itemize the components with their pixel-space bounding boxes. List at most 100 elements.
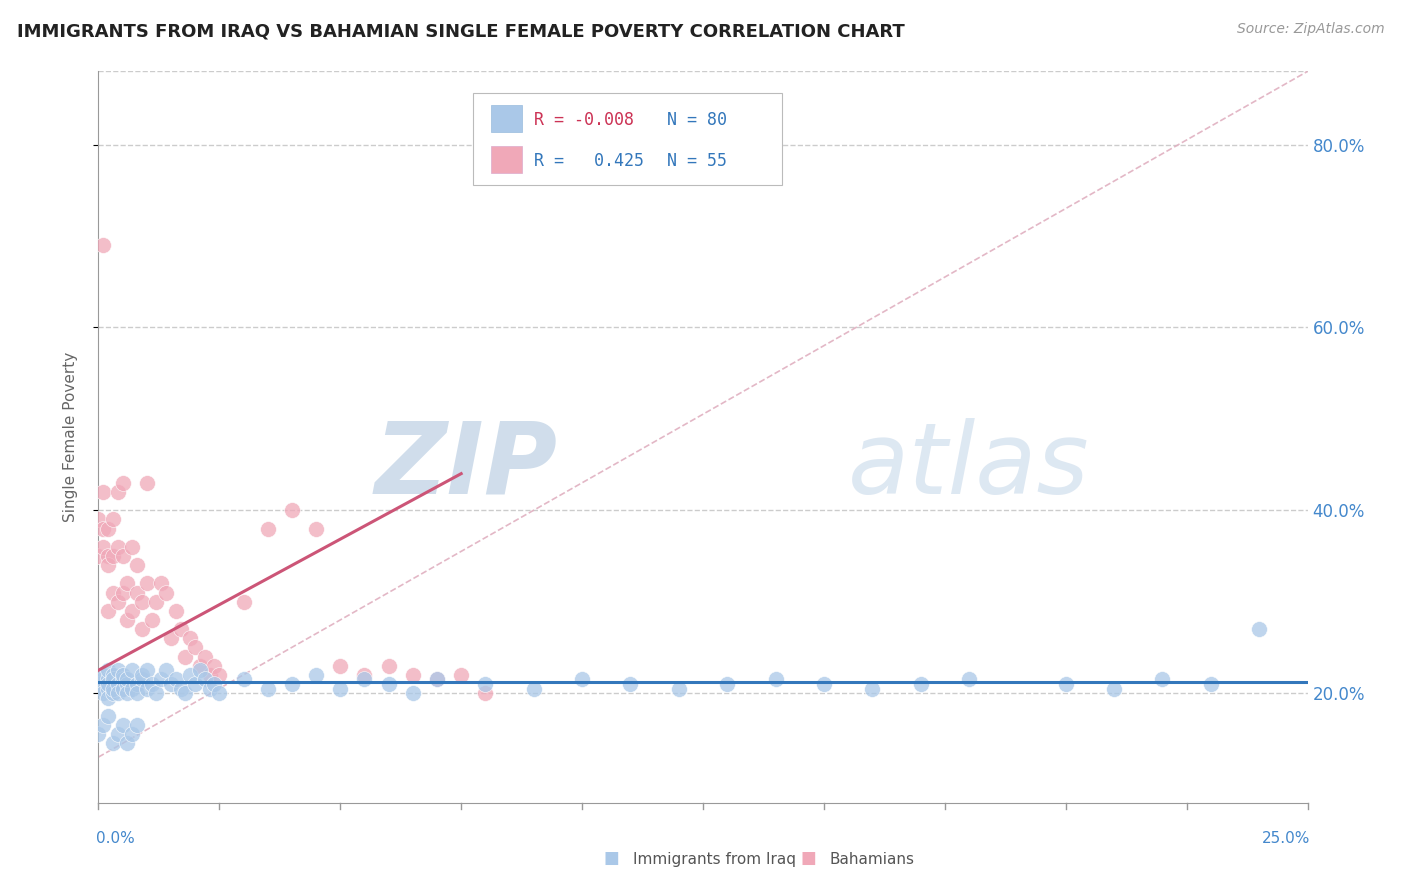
Text: ■: ■: [603, 849, 620, 867]
Point: [121, 540, 143, 554]
Point: [165, 673, 187, 687]
Point: [204, 658, 226, 673]
Point: [256, 681, 278, 696]
Point: [111, 475, 134, 490]
Point: [131, 673, 153, 687]
Point: [179, 632, 201, 646]
Point: [813, 677, 835, 691]
Text: Immigrants from Iraq: Immigrants from Iraq: [633, 852, 796, 867]
Point: [101, 681, 124, 696]
Y-axis label: Single Female Poverty: Single Female Poverty: [63, 352, 77, 522]
Point: [1102, 681, 1125, 696]
Text: R =   0.425: R = 0.425: [534, 152, 644, 169]
Point: [135, 681, 157, 696]
Point: [198, 667, 221, 681]
Point: [145, 594, 167, 608]
Point: [145, 686, 167, 700]
Point: [281, 677, 304, 691]
Point: [450, 667, 472, 681]
Point: [281, 503, 304, 517]
Point: [117, 736, 139, 750]
Point: [160, 632, 183, 646]
Point: [91, 681, 114, 696]
Point: [111, 673, 134, 687]
Point: [97, 690, 120, 705]
Point: [402, 686, 425, 700]
Point: [860, 681, 883, 696]
Point: [169, 681, 191, 696]
Point: [135, 576, 157, 591]
Point: [111, 585, 134, 599]
Point: [121, 663, 143, 677]
Point: [111, 681, 134, 696]
Point: [87, 549, 110, 563]
Point: [97, 681, 120, 696]
Point: [117, 677, 139, 691]
Point: [107, 686, 129, 700]
Point: [101, 736, 124, 750]
Text: N = 80: N = 80: [666, 111, 727, 128]
Text: Bahamians: Bahamians: [830, 852, 914, 867]
Point: [117, 673, 139, 687]
Point: [131, 594, 153, 608]
Point: [87, 727, 110, 741]
Point: [141, 613, 163, 627]
Point: [91, 485, 114, 500]
Text: N = 55: N = 55: [666, 152, 727, 169]
Point: [101, 585, 124, 599]
Point: [169, 622, 191, 636]
Point: [121, 604, 143, 618]
Point: [121, 727, 143, 741]
Point: [117, 686, 139, 700]
Point: [765, 673, 787, 687]
Point: [426, 673, 449, 687]
Point: [97, 709, 120, 723]
Point: [91, 673, 114, 687]
Point: [1199, 677, 1222, 691]
Point: [619, 677, 641, 691]
Point: [111, 549, 134, 563]
Point: [232, 673, 254, 687]
Point: [97, 677, 120, 691]
Point: [232, 594, 254, 608]
Point: [353, 667, 375, 681]
Point: [97, 521, 120, 535]
Text: R = -0.008: R = -0.008: [534, 111, 634, 128]
Point: [523, 681, 546, 696]
Point: [329, 681, 352, 696]
Text: 0.0%: 0.0%: [96, 830, 135, 846]
Point: [957, 673, 980, 687]
Point: [135, 475, 157, 490]
Point: [101, 549, 124, 563]
Point: [160, 677, 183, 691]
Point: [204, 677, 226, 691]
Point: [474, 686, 496, 700]
Point: [194, 673, 217, 687]
Point: [117, 576, 139, 591]
Text: Source: ZipAtlas.com: Source: ZipAtlas.com: [1237, 22, 1385, 37]
Point: [127, 718, 149, 732]
Point: [141, 677, 163, 691]
Point: [155, 585, 177, 599]
Point: [101, 667, 124, 681]
Text: ZIP: ZIP: [375, 417, 558, 515]
Point: [174, 686, 197, 700]
Point: [107, 594, 129, 608]
Point: [329, 658, 352, 673]
Point: [194, 649, 217, 664]
Text: 25.0%: 25.0%: [1263, 830, 1310, 846]
Text: atlas: atlas: [848, 417, 1090, 515]
Point: [91, 718, 114, 732]
Point: [107, 663, 129, 677]
Point: [121, 681, 143, 696]
Point: [174, 649, 197, 664]
Point: [97, 549, 120, 563]
Point: [188, 658, 211, 673]
Point: [107, 485, 129, 500]
Point: [131, 622, 153, 636]
Point: [127, 558, 149, 573]
Point: [377, 658, 399, 673]
Point: [131, 667, 153, 681]
Point: [91, 238, 114, 252]
Point: [91, 686, 114, 700]
